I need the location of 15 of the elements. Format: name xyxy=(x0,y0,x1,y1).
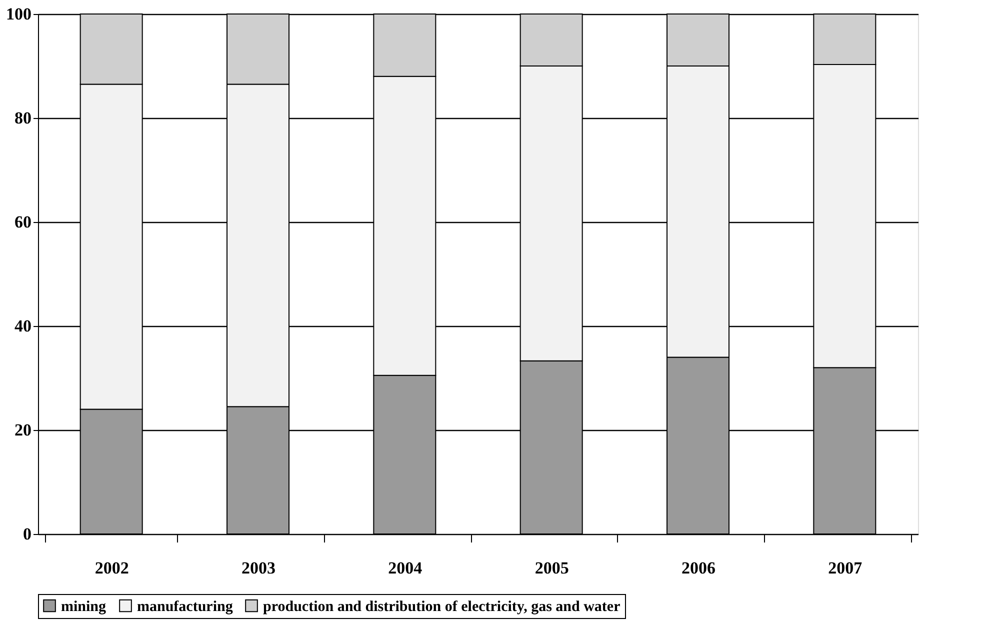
legend-label: mining xyxy=(61,598,107,615)
x-tick-label: 2003 xyxy=(242,558,276,578)
y-tick-label: 0 xyxy=(23,524,32,544)
x-tick-label: 2006 xyxy=(682,558,716,578)
y-tick-label: 20 xyxy=(14,420,32,440)
y-tick-label: 60 xyxy=(14,212,32,232)
y-tick-label: 40 xyxy=(14,316,32,336)
x-tick-label: 2007 xyxy=(828,558,863,578)
x-tick-label: 2004 xyxy=(388,558,423,578)
x-tick-label: 2002 xyxy=(94,558,129,578)
legend-label: production and distribution of electricity, gas and water xyxy=(263,598,621,615)
x-tick-label: 2005 xyxy=(534,558,569,578)
y-tick-label: 100 xyxy=(6,4,32,24)
y-tick-label: 80 xyxy=(14,108,32,128)
legend-label: manufacturing xyxy=(137,598,234,615)
